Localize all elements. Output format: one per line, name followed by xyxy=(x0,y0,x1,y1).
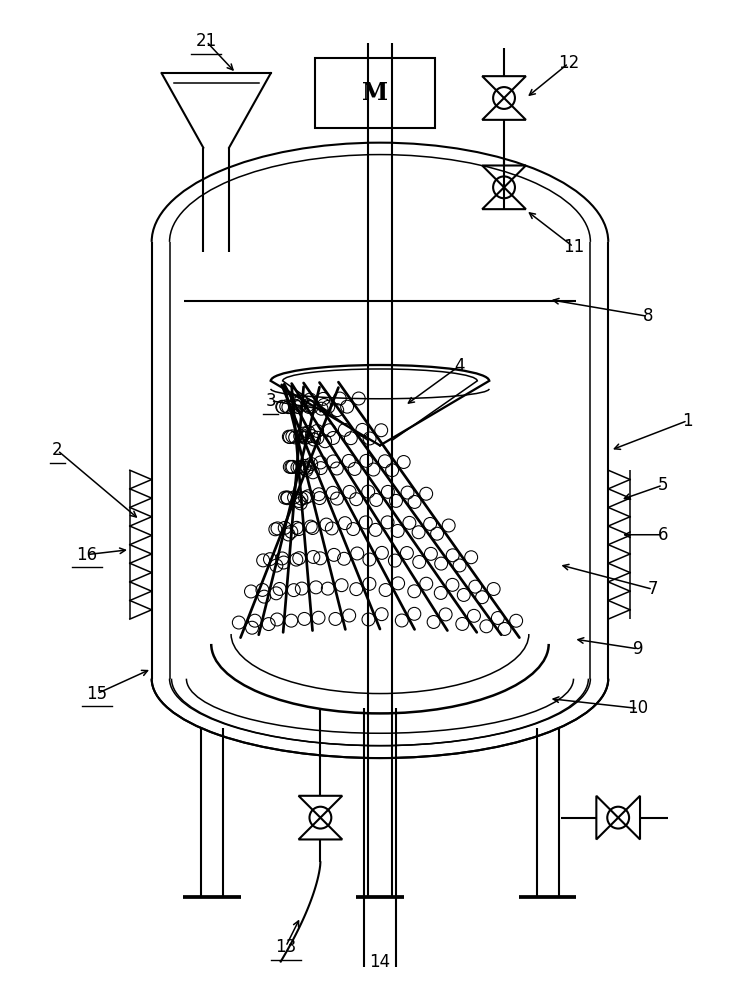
Text: 16: 16 xyxy=(76,546,98,564)
Bar xyxy=(316,58,434,128)
Text: 9: 9 xyxy=(633,640,644,658)
Text: 12: 12 xyxy=(558,54,579,72)
Text: 7: 7 xyxy=(648,580,658,598)
Text: 14: 14 xyxy=(370,953,391,971)
Text: M: M xyxy=(362,81,388,105)
Text: 11: 11 xyxy=(563,238,584,256)
Text: 10: 10 xyxy=(628,699,649,717)
Text: 8: 8 xyxy=(643,307,653,325)
Text: 5: 5 xyxy=(658,476,668,494)
Text: 1: 1 xyxy=(682,412,693,430)
Text: 3: 3 xyxy=(266,392,276,410)
Text: 21: 21 xyxy=(196,32,217,50)
Text: 2: 2 xyxy=(52,441,63,459)
Text: 6: 6 xyxy=(658,526,668,544)
Text: 4: 4 xyxy=(454,357,464,375)
Text: 13: 13 xyxy=(275,938,296,956)
Text: 15: 15 xyxy=(86,685,108,703)
